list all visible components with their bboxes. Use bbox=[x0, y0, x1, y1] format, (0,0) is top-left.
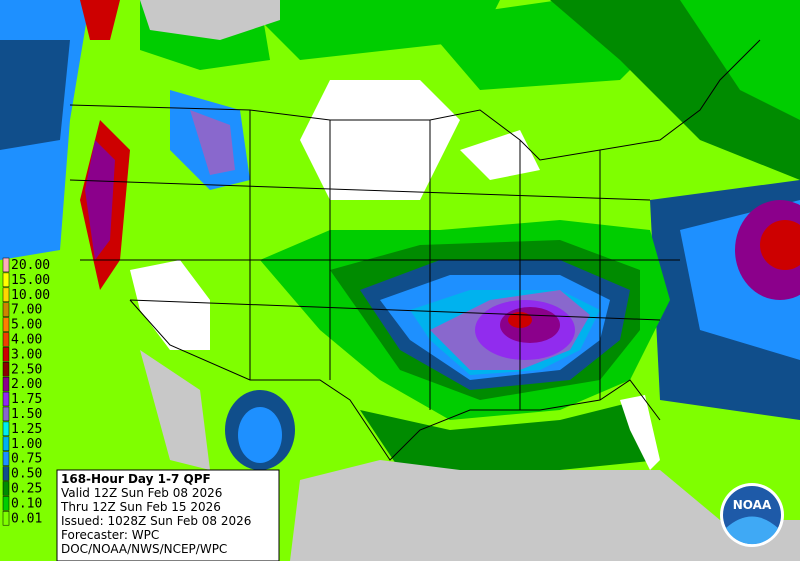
legend-swatch bbox=[2, 287, 10, 302]
legend-swatch bbox=[2, 436, 10, 451]
legend-swatch bbox=[2, 421, 10, 437]
info-line: Issued: 1028Z Sun Feb 08 2026 bbox=[61, 514, 251, 528]
legend-swatch bbox=[2, 391, 10, 407]
legend-label: 2.00 bbox=[11, 377, 42, 392]
legend-label: 0.25 bbox=[11, 481, 42, 496]
info-title: 168-Hour Day 1-7 QPF bbox=[61, 472, 211, 486]
legend-swatch bbox=[2, 466, 10, 481]
legend-swatch bbox=[2, 451, 10, 466]
legend-label: 2.50 bbox=[11, 362, 42, 377]
legend-label: 0.50 bbox=[11, 467, 42, 482]
info-box-frame bbox=[56, 469, 280, 561]
legend-swatch bbox=[2, 257, 10, 273]
legend-label: 4.00 bbox=[11, 332, 42, 347]
legend-swatch bbox=[2, 511, 10, 526]
legend-swatch bbox=[2, 317, 10, 332]
noaa-logo: NOAA bbox=[720, 483, 784, 547]
logo-text: NOAA bbox=[733, 498, 772, 512]
info-line: DOC/NOAA/NWS/NCEP/WPC bbox=[61, 542, 227, 556]
info-line: Valid 12Z Sun Feb 08 2026 bbox=[61, 486, 222, 500]
legend-label: 1.25 bbox=[11, 422, 42, 437]
legend-label: 5.00 bbox=[11, 318, 42, 333]
legend-swatch bbox=[2, 302, 10, 317]
info-box: 168-Hour Day 1-7 QPF Valid 12Z Sun Feb 0… bbox=[56, 469, 280, 561]
info-line: Forecaster: WPC bbox=[61, 528, 159, 542]
legend-label: 0.01 bbox=[11, 511, 42, 526]
legend-label: 7.00 bbox=[11, 303, 42, 318]
legend-swatch bbox=[2, 406, 10, 422]
legend-label: 20.00 bbox=[11, 258, 50, 273]
logo-wave bbox=[726, 516, 778, 545]
legend-label: 0.75 bbox=[11, 452, 42, 467]
legend-swatch bbox=[2, 272, 10, 288]
legend: 20.0015.0010.007.005.004.003.002.502.001… bbox=[2, 257, 50, 526]
legend-label: 1.00 bbox=[11, 437, 42, 452]
legend-label: 0.10 bbox=[11, 496, 42, 511]
legend-swatch bbox=[2, 481, 10, 496]
legend-label: 1.75 bbox=[11, 392, 42, 407]
legend-swatch bbox=[2, 376, 10, 392]
info-line: Thru 12Z Sun Feb 15 2026 bbox=[60, 500, 221, 514]
legend-swatch bbox=[2, 332, 10, 347]
legend-swatch bbox=[2, 496, 10, 511]
legend-label: 1.50 bbox=[11, 407, 42, 422]
legend-label: 15.00 bbox=[11, 273, 50, 288]
legend-label: 10.00 bbox=[11, 288, 50, 303]
legend-label: 3.00 bbox=[11, 347, 42, 362]
legend-swatch bbox=[2, 362, 10, 377]
legend-swatch bbox=[2, 347, 10, 362]
